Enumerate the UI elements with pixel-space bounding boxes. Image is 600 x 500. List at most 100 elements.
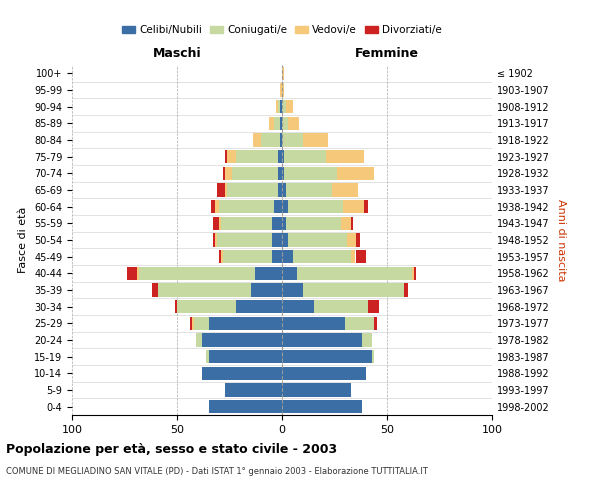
Bar — [196, 334, 202, 346]
Bar — [271, 216, 282, 230]
Bar — [271, 250, 282, 264]
Bar — [217, 184, 226, 196]
Bar — [286, 216, 341, 230]
Bar — [271, 234, 282, 246]
Bar — [282, 100, 286, 114]
Bar — [282, 384, 351, 396]
Bar — [219, 250, 221, 264]
Text: Femmine: Femmine — [355, 47, 419, 60]
Bar — [293, 250, 352, 264]
Bar — [269, 116, 274, 130]
Bar — [303, 284, 404, 296]
Bar — [284, 166, 337, 180]
Bar — [372, 350, 374, 364]
Bar — [221, 216, 271, 230]
Bar — [362, 334, 372, 346]
Bar — [374, 316, 377, 330]
Bar — [282, 84, 284, 96]
Bar — [227, 150, 236, 164]
Bar — [274, 116, 280, 130]
Bar — [139, 266, 254, 280]
Bar — [282, 316, 345, 330]
Bar — [282, 234, 289, 246]
Bar — [278, 166, 282, 180]
Bar — [282, 284, 303, 296]
Bar — [303, 134, 328, 146]
Bar — [209, 316, 282, 330]
Bar — [282, 366, 366, 380]
Bar — [152, 284, 158, 296]
Bar — [314, 300, 368, 314]
Bar — [364, 200, 368, 213]
Bar — [355, 234, 360, 246]
Bar — [282, 150, 284, 164]
Bar — [282, 116, 289, 130]
Bar — [202, 334, 282, 346]
Bar — [351, 216, 353, 230]
Bar — [226, 150, 227, 164]
Bar — [219, 216, 221, 230]
Bar — [351, 250, 355, 264]
Bar — [158, 284, 251, 296]
Bar — [414, 266, 416, 280]
Bar — [251, 284, 282, 296]
Bar — [192, 316, 194, 330]
Y-axis label: Fasce di età: Fasce di età — [19, 207, 28, 273]
Bar — [341, 216, 352, 230]
Bar — [286, 184, 332, 196]
Bar — [289, 116, 299, 130]
Bar — [194, 316, 209, 330]
Bar — [282, 66, 284, 80]
Bar — [227, 184, 278, 196]
Bar — [175, 300, 177, 314]
Bar — [280, 134, 282, 146]
Bar — [289, 200, 343, 213]
Bar — [226, 166, 232, 180]
Legend: Celibi/Nubili, Coniugati/e, Vedovi/e, Divorziati/e: Celibi/Nubili, Coniugati/e, Vedovi/e, Di… — [118, 21, 446, 40]
Bar — [368, 300, 379, 314]
Bar — [212, 216, 219, 230]
Bar — [286, 100, 293, 114]
Bar — [261, 134, 280, 146]
Bar — [345, 316, 374, 330]
Bar — [282, 184, 286, 196]
Bar — [219, 200, 274, 213]
Bar — [412, 266, 415, 280]
Bar — [282, 250, 293, 264]
Bar — [296, 266, 412, 280]
Bar — [217, 234, 271, 246]
Bar — [177, 300, 236, 314]
Bar — [253, 134, 261, 146]
Bar — [278, 100, 280, 114]
Bar — [209, 350, 282, 364]
Bar — [355, 250, 366, 264]
Bar — [190, 316, 192, 330]
Bar — [289, 234, 347, 246]
Bar — [282, 300, 314, 314]
Bar — [282, 266, 296, 280]
Bar — [274, 200, 282, 213]
Bar — [236, 300, 282, 314]
Bar — [236, 150, 278, 164]
Bar — [284, 150, 326, 164]
Bar — [280, 116, 282, 130]
Bar — [343, 200, 364, 213]
Bar — [223, 250, 271, 264]
Bar — [209, 400, 282, 413]
Bar — [232, 166, 278, 180]
Bar — [347, 234, 355, 246]
Bar — [282, 334, 362, 346]
Bar — [215, 234, 217, 246]
Bar — [226, 384, 282, 396]
Bar — [213, 234, 215, 246]
Bar — [282, 134, 303, 146]
Bar — [282, 200, 289, 213]
Text: COMUNE DI MEGLIADINO SAN VITALE (PD) - Dati ISTAT 1° gennaio 2003 - Elaborazione: COMUNE DI MEGLIADINO SAN VITALE (PD) - D… — [6, 468, 428, 476]
Bar — [223, 166, 226, 180]
Text: Popolazione per età, sesso e stato civile - 2003: Popolazione per età, sesso e stato civil… — [6, 442, 337, 456]
Bar — [404, 284, 408, 296]
Bar — [278, 150, 282, 164]
Bar — [282, 166, 284, 180]
Y-axis label: Anni di nascita: Anni di nascita — [556, 198, 566, 281]
Bar — [206, 350, 209, 364]
